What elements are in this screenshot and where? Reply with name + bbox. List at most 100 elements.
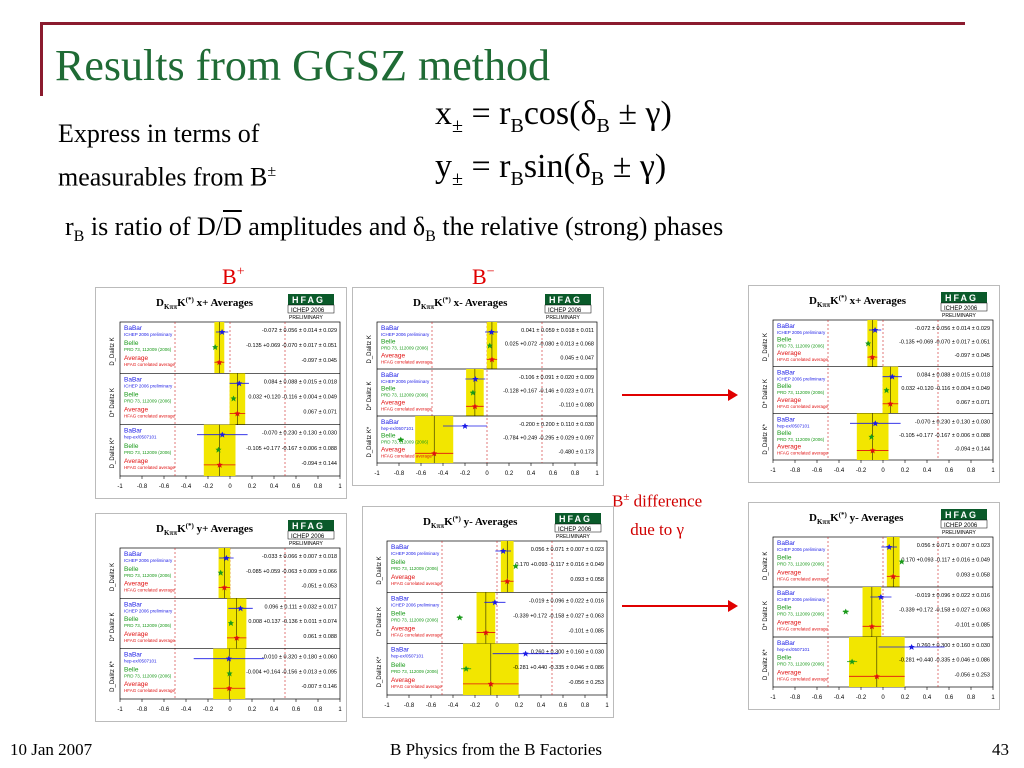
axis-tick-label: 0.4 bbox=[923, 468, 932, 474]
belle-ref: PRD 73, 112009 (2006) bbox=[777, 390, 825, 395]
axis-tick-label: -0.6 bbox=[812, 695, 823, 701]
average-label: Average bbox=[124, 581, 148, 588]
express-line-1: Express in terms of bbox=[58, 119, 260, 148]
hfag-sub: ICHEP 2006 bbox=[291, 308, 325, 314]
average-marker bbox=[868, 623, 875, 630]
axis-tick-label: -1 bbox=[384, 703, 390, 709]
mode-label: D_Dalitz K bbox=[110, 563, 116, 591]
belle-ref: PRD 73, 112009 (2006) bbox=[777, 662, 825, 667]
axis-tick-label: -0.2 bbox=[856, 695, 867, 701]
slide-title: Results from GGSZ method bbox=[55, 41, 550, 90]
mode-label: D_Dalitz K* bbox=[110, 437, 116, 468]
axis-tick-label: 0.2 bbox=[515, 703, 524, 709]
belle-value: -0.105 +0.177 -0.167 ± 0.006 ± 0.088 bbox=[899, 433, 990, 439]
babar-marker bbox=[225, 655, 232, 662]
babar-ref: hep-ex/0507101 bbox=[381, 426, 414, 431]
difference-note: B± difference due to γ bbox=[612, 491, 703, 539]
panel-yminus-right: DKππK(*) y- Averages HFAG ICHEP 2006 PRELIM… bbox=[748, 502, 1000, 710]
babar-ref: ICHEP 2006 preliminary bbox=[777, 597, 826, 602]
belle-value: 0.032 +0.120 -0.116 ± 0.004 ± 0.049 bbox=[248, 394, 337, 400]
hfag-label: HFAG bbox=[559, 514, 592, 524]
equation-x: x± = rBcos(δB ± γ) bbox=[435, 95, 672, 137]
axis-tick-label: 0.6 bbox=[549, 471, 558, 477]
babar-ref: hep-ex/0507101 bbox=[124, 435, 157, 440]
mode-label: D_Dalitz K* bbox=[763, 423, 769, 454]
babar-label: BaBar bbox=[777, 540, 796, 547]
mode-label: D* Dalitz K bbox=[110, 388, 116, 417]
babar-label: BaBar bbox=[777, 370, 796, 377]
average-ref: HFAG correlated average bbox=[777, 676, 829, 681]
average-ref: HFAG correlated average bbox=[391, 581, 443, 586]
belle-ref: PRD 73, 112009 (2006) bbox=[124, 398, 172, 403]
hfag-badge bbox=[288, 520, 334, 531]
axis-tick-label: -0.2 bbox=[203, 484, 214, 490]
axis-tick-label: -0.8 bbox=[137, 484, 148, 490]
belle-label: Belle bbox=[124, 443, 139, 450]
belle-ref: PRD 73, 112009 (2006) bbox=[381, 393, 429, 398]
page-number: 43 bbox=[992, 740, 1009, 759]
belle-marker bbox=[883, 387, 890, 394]
mode-label: D* Dalitz K bbox=[763, 379, 769, 408]
average-label: Average bbox=[391, 574, 415, 581]
axis-tick-label: 1 bbox=[605, 703, 609, 709]
hfag-badge bbox=[288, 294, 334, 305]
axis-tick-label: 0.2 bbox=[901, 468, 910, 474]
belle-ref: PRD 73, 112009 (2006) bbox=[391, 566, 439, 571]
babar-value: -0.019 ± 0.096 ± 0.022 ± 0.016 bbox=[915, 593, 990, 599]
average-label: Average bbox=[777, 569, 801, 576]
panel-title: DKππK(*) x+ Averages bbox=[156, 296, 254, 311]
arrow-top-icon bbox=[622, 389, 738, 401]
babar-ref: hep-ex/0507101 bbox=[391, 654, 424, 659]
hfag-prelim: PRELIMINARY bbox=[289, 315, 323, 321]
babar-marker bbox=[908, 644, 915, 650]
belle-value: -0.784 +0.249 -0.295 ± 0.029 ± 0.097 bbox=[503, 436, 594, 442]
average-ref: HFAG correlated average bbox=[381, 453, 433, 458]
average-marker bbox=[488, 356, 495, 363]
average-value: 0.093 ± 0.058 bbox=[956, 572, 990, 578]
babar-value: 0.084 ± 0.088 ± 0.015 ± 0.018 bbox=[917, 373, 990, 379]
hfag-sub: ICHEP 2006 bbox=[944, 306, 978, 312]
axis-tick-label: -0.6 bbox=[159, 484, 170, 490]
bplus-label: B+ bbox=[222, 264, 245, 289]
panel-chart: DKππK(*) x+ Averages HFAG ICHEP 2006PRELIM… bbox=[110, 294, 342, 490]
panel-title: DKππK(*) y- Averages bbox=[809, 511, 904, 526]
axis-tick-label: 0.6 bbox=[559, 703, 568, 709]
hfag-prelim: PRELIMINARY bbox=[942, 313, 976, 319]
panel-yplus-bottom: DKππK(*) y+ Averages HFAG ICHEP 2006 PRELIM… bbox=[95, 513, 347, 722]
average-marker bbox=[234, 410, 241, 417]
babar-marker bbox=[236, 380, 243, 387]
footer-date: 10 Jan 2007 bbox=[10, 740, 93, 759]
average-value: -0.110 ± 0.080 bbox=[559, 402, 594, 408]
belle-value: -0.085 +0.059 -0.063 ± 0.009 ± 0.066 bbox=[246, 569, 337, 575]
babar-value: -0.200 ± 0.200 ± 0.110 ± 0.030 bbox=[519, 422, 594, 428]
babar-value: -0.072 ± 0.056 ± 0.014 ± 0.029 bbox=[262, 328, 337, 334]
panel-xplus-right: DKππK(*) x+ Averages HFAG ICHEP 2006 PRELIM… bbox=[748, 285, 1000, 483]
belle-label: Belle bbox=[124, 616, 139, 623]
belle-marker bbox=[463, 665, 470, 672]
axis-tick-label: 0 bbox=[881, 695, 885, 701]
babar-value: -0.010 ± 0.320 ± 0.180 ± 0.060 bbox=[262, 655, 337, 661]
average-ref: HFAG correlated average bbox=[124, 465, 176, 470]
average-ref: HFAG correlated average bbox=[124, 638, 176, 643]
belle-ref: PRD 73, 112009 (2006) bbox=[124, 573, 172, 578]
belle-marker bbox=[486, 342, 493, 349]
average-label: Average bbox=[124, 355, 148, 362]
average-value: -0.056 ± 0.253 bbox=[955, 672, 990, 678]
babar-ref: ICHEP 2006 preliminary bbox=[777, 330, 826, 335]
average-marker bbox=[226, 685, 233, 692]
mode-label: D_Dalitz K bbox=[763, 552, 769, 580]
average-value: -0.056 ± 0.253 bbox=[569, 680, 604, 686]
belle-value: 0.032 +0.120 -0.116 ± 0.004 ± 0.049 bbox=[901, 386, 990, 392]
babar-marker bbox=[889, 373, 896, 380]
average-label: Average bbox=[124, 458, 148, 465]
babar-marker bbox=[877, 594, 884, 600]
hfag-sub: ICHEP 2006 bbox=[944, 523, 978, 529]
axis-tick-label: -0.6 bbox=[426, 703, 437, 709]
panel-chart: DKππK(*) y- Averages HFAG ICHEP 2006PRELIM… bbox=[763, 509, 995, 701]
panel-title: DKππK(*) x+ Averages bbox=[809, 294, 907, 309]
panel-title: DKππK(*) y+ Averages bbox=[156, 522, 254, 537]
average-ref: HFAG correlated average bbox=[391, 633, 443, 638]
belle-value: -0.281 +0.440 -0.335 ± 0.046 ± 0.086 bbox=[899, 658, 990, 664]
axis-tick-label: 0.8 bbox=[581, 703, 590, 709]
average-ref: HFAG correlated average bbox=[391, 684, 443, 689]
